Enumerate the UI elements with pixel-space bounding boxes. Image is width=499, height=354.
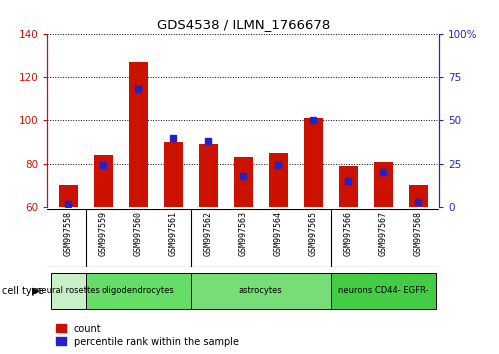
- Bar: [59, 185, 78, 207]
- Bar: [164, 142, 183, 207]
- Text: GSM997568: GSM997568: [414, 211, 423, 256]
- Text: neural rosettes: neural rosettes: [36, 286, 100, 295]
- Title: GDS4538 / ILMN_1766678: GDS4538 / ILMN_1766678: [157, 18, 330, 31]
- Text: GSM997567: GSM997567: [379, 211, 388, 256]
- Bar: [191, 273, 331, 309]
- Text: GSM997566: GSM997566: [344, 211, 353, 256]
- Text: GSM997563: GSM997563: [239, 211, 248, 256]
- Text: GSM997560: GSM997560: [134, 211, 143, 256]
- Text: ▶: ▶: [32, 286, 40, 296]
- Bar: [331, 273, 436, 309]
- Text: GSM997558: GSM997558: [64, 211, 73, 256]
- Bar: [303, 118, 323, 207]
- Bar: [374, 161, 393, 207]
- Text: cell type: cell type: [2, 286, 44, 296]
- Bar: [94, 155, 113, 207]
- Text: GSM997562: GSM997562: [204, 211, 213, 256]
- Text: GSM997559: GSM997559: [99, 211, 108, 256]
- Text: neurons CD44- EGFR-: neurons CD44- EGFR-: [338, 286, 429, 295]
- Legend: count, percentile rank within the sample: count, percentile rank within the sample: [52, 320, 243, 350]
- Text: GSM997564: GSM997564: [274, 211, 283, 256]
- Bar: [409, 185, 428, 207]
- Text: oligodendrocytes: oligodendrocytes: [102, 286, 175, 295]
- Text: GSM997565: GSM997565: [309, 211, 318, 256]
- Bar: [234, 157, 253, 207]
- Bar: [129, 62, 148, 207]
- Bar: [51, 273, 86, 309]
- Text: GSM997561: GSM997561: [169, 211, 178, 256]
- Bar: [268, 153, 288, 207]
- Bar: [199, 144, 218, 207]
- Bar: [86, 273, 191, 309]
- Text: astrocytes: astrocytes: [239, 286, 282, 295]
- Bar: [338, 166, 358, 207]
